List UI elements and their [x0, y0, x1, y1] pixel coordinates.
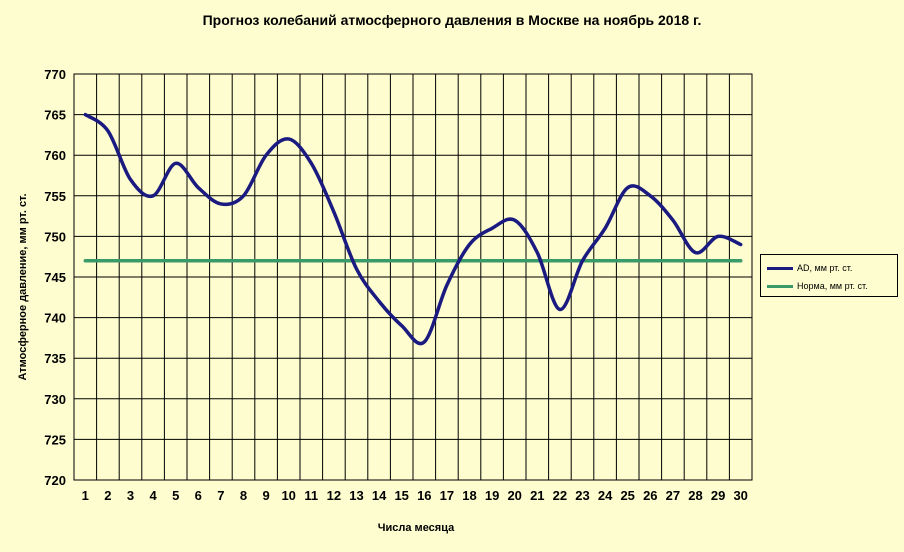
legend: AD, мм рт. ст. Норма, мм рт. ст. [760, 254, 898, 297]
y-tick-label: 725 [44, 432, 66, 447]
y-tick-label: 760 [44, 148, 66, 163]
x-tick-label: 20 [507, 488, 521, 503]
x-tick-label: 18 [462, 488, 476, 503]
y-tick-label: 730 [44, 392, 66, 407]
x-tick-label: 11 [304, 488, 318, 503]
x-tick-label: 16 [417, 488, 431, 503]
y-tick-label: 755 [44, 189, 66, 204]
x-axis-ticks: 1 2 3 4 5 6 7 8 9 10 11 12 13 14 15 16 17 18 19 20 21 22 23 24 2… [82, 488, 748, 503]
x-tick-label: 21 [530, 488, 544, 503]
x-tick-label: 5 [172, 488, 179, 503]
y-tick-label: 720 [44, 473, 66, 488]
x-axis-label: Числа месяца [378, 522, 455, 534]
x-tick-label: 13 [349, 488, 363, 503]
y-axis-label: Атмосферное давление, мм рт. ст. [17, 193, 29, 380]
x-tick-label: 8 [240, 488, 247, 503]
series-line-ad [83, 112, 743, 346]
x-tick-label: 17 [440, 488, 454, 503]
y-tick-label: 770 [44, 67, 66, 82]
y-tick-label: 735 [44, 351, 66, 366]
y-tick-label: 740 [44, 311, 66, 326]
x-tick-label: 25 [620, 488, 634, 503]
legend-label-norm: Норма, мм рт. ст. [797, 281, 868, 291]
x-tick-label: 3 [127, 488, 134, 503]
x-tick-label: 27 [666, 488, 680, 503]
chart-title: Прогноз колебаний атмосферного давления … [202, 12, 702, 28]
x-tick-label: 1 [82, 488, 89, 503]
legend-label-ad: AD, мм рт. ст. [797, 263, 853, 273]
x-tick-label: 12 [327, 488, 341, 503]
x-tick-label: 19 [485, 488, 499, 503]
legend-item-ad: AD, мм рт. ст. [767, 261, 852, 275]
grid [73, 73, 753, 481]
x-tick-label: 9 [262, 488, 269, 503]
x-tick-label: 6 [195, 488, 202, 503]
x-tick-label: 7 [217, 488, 224, 503]
x-tick-label: 30 [733, 488, 747, 503]
x-tick-label: 24 [598, 488, 613, 503]
y-tick-label: 745 [44, 270, 66, 285]
x-tick-label: 15 [394, 488, 408, 503]
x-tick-label: 10 [281, 488, 295, 503]
x-tick-label: 28 [688, 488, 702, 503]
x-tick-label: 14 [372, 488, 387, 503]
y-axis-ticks: 720 725 730 735 740 745 750 755 760 765 770 [44, 67, 66, 488]
legend-swatch-norm [767, 284, 793, 288]
legend-swatch-ad [767, 266, 793, 270]
x-tick-label: 23 [575, 488, 589, 503]
series-lines [83, 112, 743, 346]
legend-item-norm: Норма, мм рт. ст. [767, 279, 868, 293]
x-tick-label: 26 [643, 488, 657, 503]
x-tick-label: 22 [553, 488, 567, 503]
x-tick-label: 2 [104, 488, 111, 503]
y-tick-label: 765 [44, 108, 66, 123]
x-tick-label: 29 [711, 488, 725, 503]
y-tick-label: 750 [44, 229, 66, 244]
x-tick-label: 4 [149, 488, 157, 503]
